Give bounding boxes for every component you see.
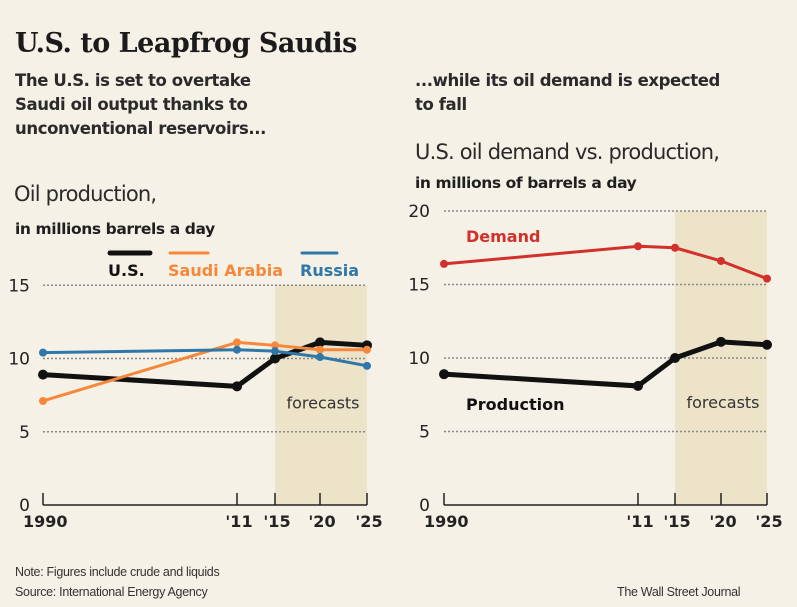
y-tick-label: 10 — [8, 350, 30, 370]
data-point — [440, 259, 448, 268]
data-point — [671, 243, 679, 252]
right-chart-title: U.S. oil demand vs. production, — [415, 140, 720, 164]
data-point — [233, 338, 241, 347]
data-point — [634, 242, 642, 251]
legend-label: U.S. — [108, 261, 145, 280]
source-line: Source: International Energy Agency — [15, 585, 208, 599]
data-point — [233, 345, 241, 354]
footnote: Note: Figures include crude and liquids — [15, 565, 220, 579]
data-point — [271, 341, 279, 350]
x-tick-label: '20 — [709, 512, 736, 531]
y-tick-label: 5 — [419, 423, 430, 443]
x-tick-label: '25 — [755, 512, 782, 531]
data-point — [363, 345, 371, 354]
y-tick-label: 5 — [19, 423, 30, 443]
left-dek-line: Saudi oil output thanks to — [15, 95, 248, 114]
legend-label: Russia — [300, 261, 359, 280]
right-chart-subtitle: in millions of barrels a day — [415, 174, 637, 192]
data-point — [363, 361, 371, 370]
x-tick-label: '11 — [626, 512, 653, 531]
data-point — [717, 256, 725, 265]
legend-label: Saudi Arabia — [168, 261, 283, 280]
y-tick-label: 10 — [408, 349, 430, 369]
right-chart: 0 5 10 15 20 1990 '11 '15 '20 '25 forecasts Demand P… — [408, 202, 782, 531]
publisher-credit: The Wall Street Journal — [617, 585, 741, 599]
y-tick-label: 15 — [8, 276, 30, 296]
forecast-label: forecasts — [686, 393, 759, 412]
right-dek: ...while its oil demand is expected to f… — [415, 69, 720, 117]
data-point — [270, 353, 280, 364]
left-chart: 0 5 10 15 1990 '11 '15 '20 '25 forecasts U.S. Saudi… — [8, 250, 383, 531]
x-tick-label: '11 — [225, 512, 252, 531]
y-tick-label: 20 — [408, 202, 430, 222]
x-tick-label: '15 — [663, 512, 690, 531]
data-point — [316, 345, 324, 354]
data-point — [670, 353, 680, 363]
left-dek-line: unconventional reservoirs... — [15, 119, 266, 138]
data-point — [633, 380, 643, 391]
y-tick-label: 15 — [408, 276, 430, 296]
headline: U.S. to Leapfrog Saudis — [15, 28, 357, 59]
data-point — [271, 347, 279, 356]
forecast-shade — [275, 285, 367, 505]
x-tick-label: '15 — [263, 512, 290, 531]
data-point — [315, 337, 325, 348]
data-point — [232, 381, 242, 392]
data-point — [763, 274, 771, 283]
y-tick-label: 0 — [19, 496, 30, 516]
x-tick-label: 1990 — [23, 512, 68, 531]
left-chart-subtitle: in millions barrels a day — [15, 220, 215, 238]
data-point — [39, 348, 47, 357]
right-dek-line: to fall — [415, 95, 467, 114]
forecast-label: forecasts — [286, 393, 359, 412]
data-point — [316, 353, 324, 362]
left-dek: The U.S. is set to overtake Saudi oil ou… — [15, 69, 266, 141]
data-point — [39, 396, 47, 405]
left-dek-line: The U.S. is set to overtake — [15, 71, 251, 90]
data-point — [762, 339, 772, 350]
data-point — [38, 369, 48, 380]
x-tick-label: '25 — [355, 512, 382, 531]
y-tick-label: 0 — [419, 496, 430, 516]
left-chart-title: Oil production, — [14, 182, 157, 206]
x-tick-label: '20 — [308, 512, 335, 531]
data-point — [439, 369, 449, 380]
data-point — [716, 336, 726, 347]
production-annotation: Production — [466, 395, 564, 414]
x-tick-label: 1990 — [424, 512, 469, 531]
right-dek-line: ...while its oil demand is expected — [415, 71, 720, 90]
demand-annotation: Demand — [466, 227, 540, 246]
